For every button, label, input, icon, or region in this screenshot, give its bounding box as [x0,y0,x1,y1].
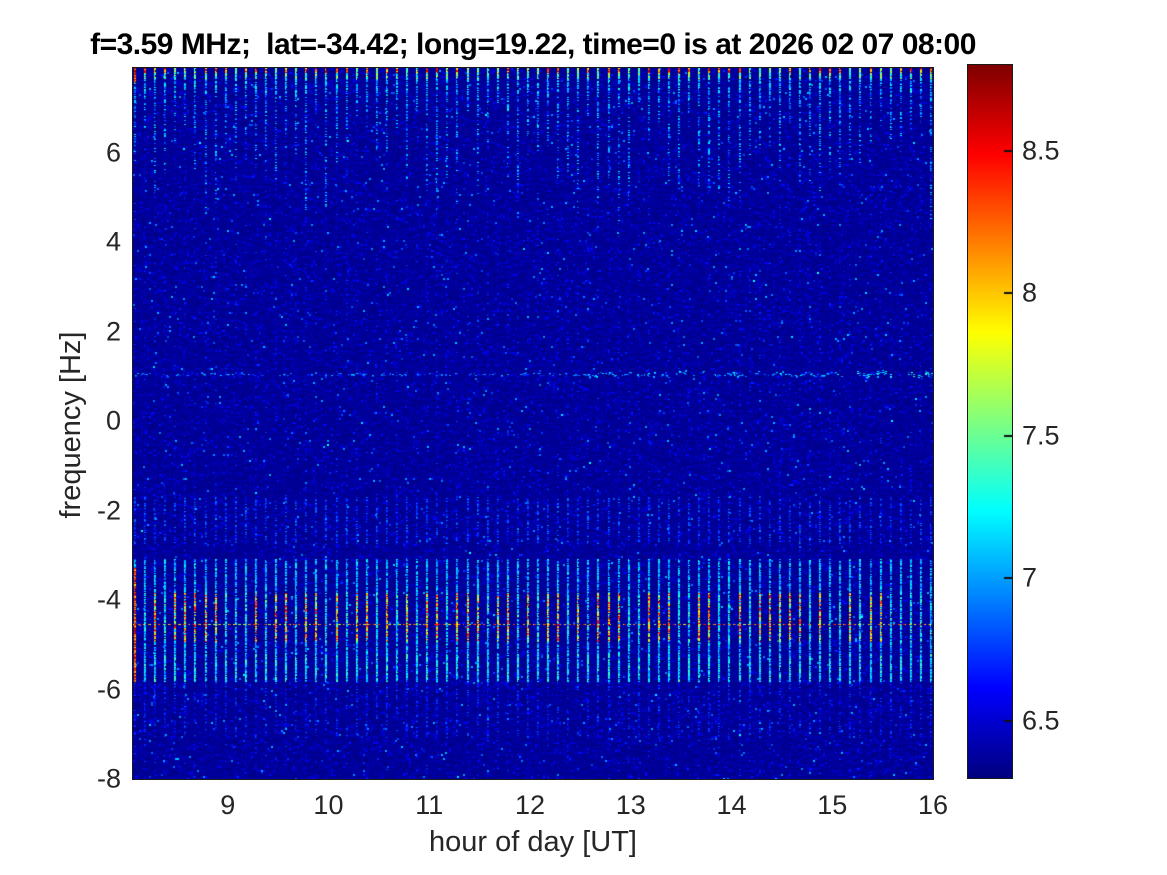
x-tick-label: 15 [817,790,848,820]
plot-title: f=3.59 MHz; lat=-34.42; long=19.22, time… [90,28,976,61]
x-axis-label: hour of day [UT] [429,826,637,858]
y-tick-label: 0 [105,405,121,436]
colorbar-tick-label: 8.5 [1022,135,1060,166]
y-tick-label: -4 [96,584,121,615]
colorbar-tick-label: 8 [1022,277,1038,308]
y-tick-label: 2 [105,316,121,347]
y-tick-label: -8 [96,763,121,794]
x-tick-label: 9 [220,790,236,820]
x-tick-label: 16 [917,790,949,820]
y-tick-label: 4 [105,226,121,257]
y-tick-label: 6 [105,137,121,168]
colorbar [967,64,1013,779]
colorbar-gradient [968,65,1012,778]
x-tick-label: 14 [716,790,747,820]
x-tick-label: 12 [514,790,545,820]
colorbar-tick-label: 7 [1022,562,1038,593]
x-tick-label: 13 [615,790,646,820]
spectrogram-heatmap [133,68,933,779]
colorbar-tick-label: 7.5 [1022,420,1060,451]
y-tick-label: -6 [96,674,121,705]
y-tick-label: -2 [96,495,121,526]
x-tick-label: 11 [415,790,444,820]
colorbar-tick-label: 6.5 [1022,705,1060,736]
plot-area [132,67,934,780]
x-tick-label: 10 [313,790,344,820]
